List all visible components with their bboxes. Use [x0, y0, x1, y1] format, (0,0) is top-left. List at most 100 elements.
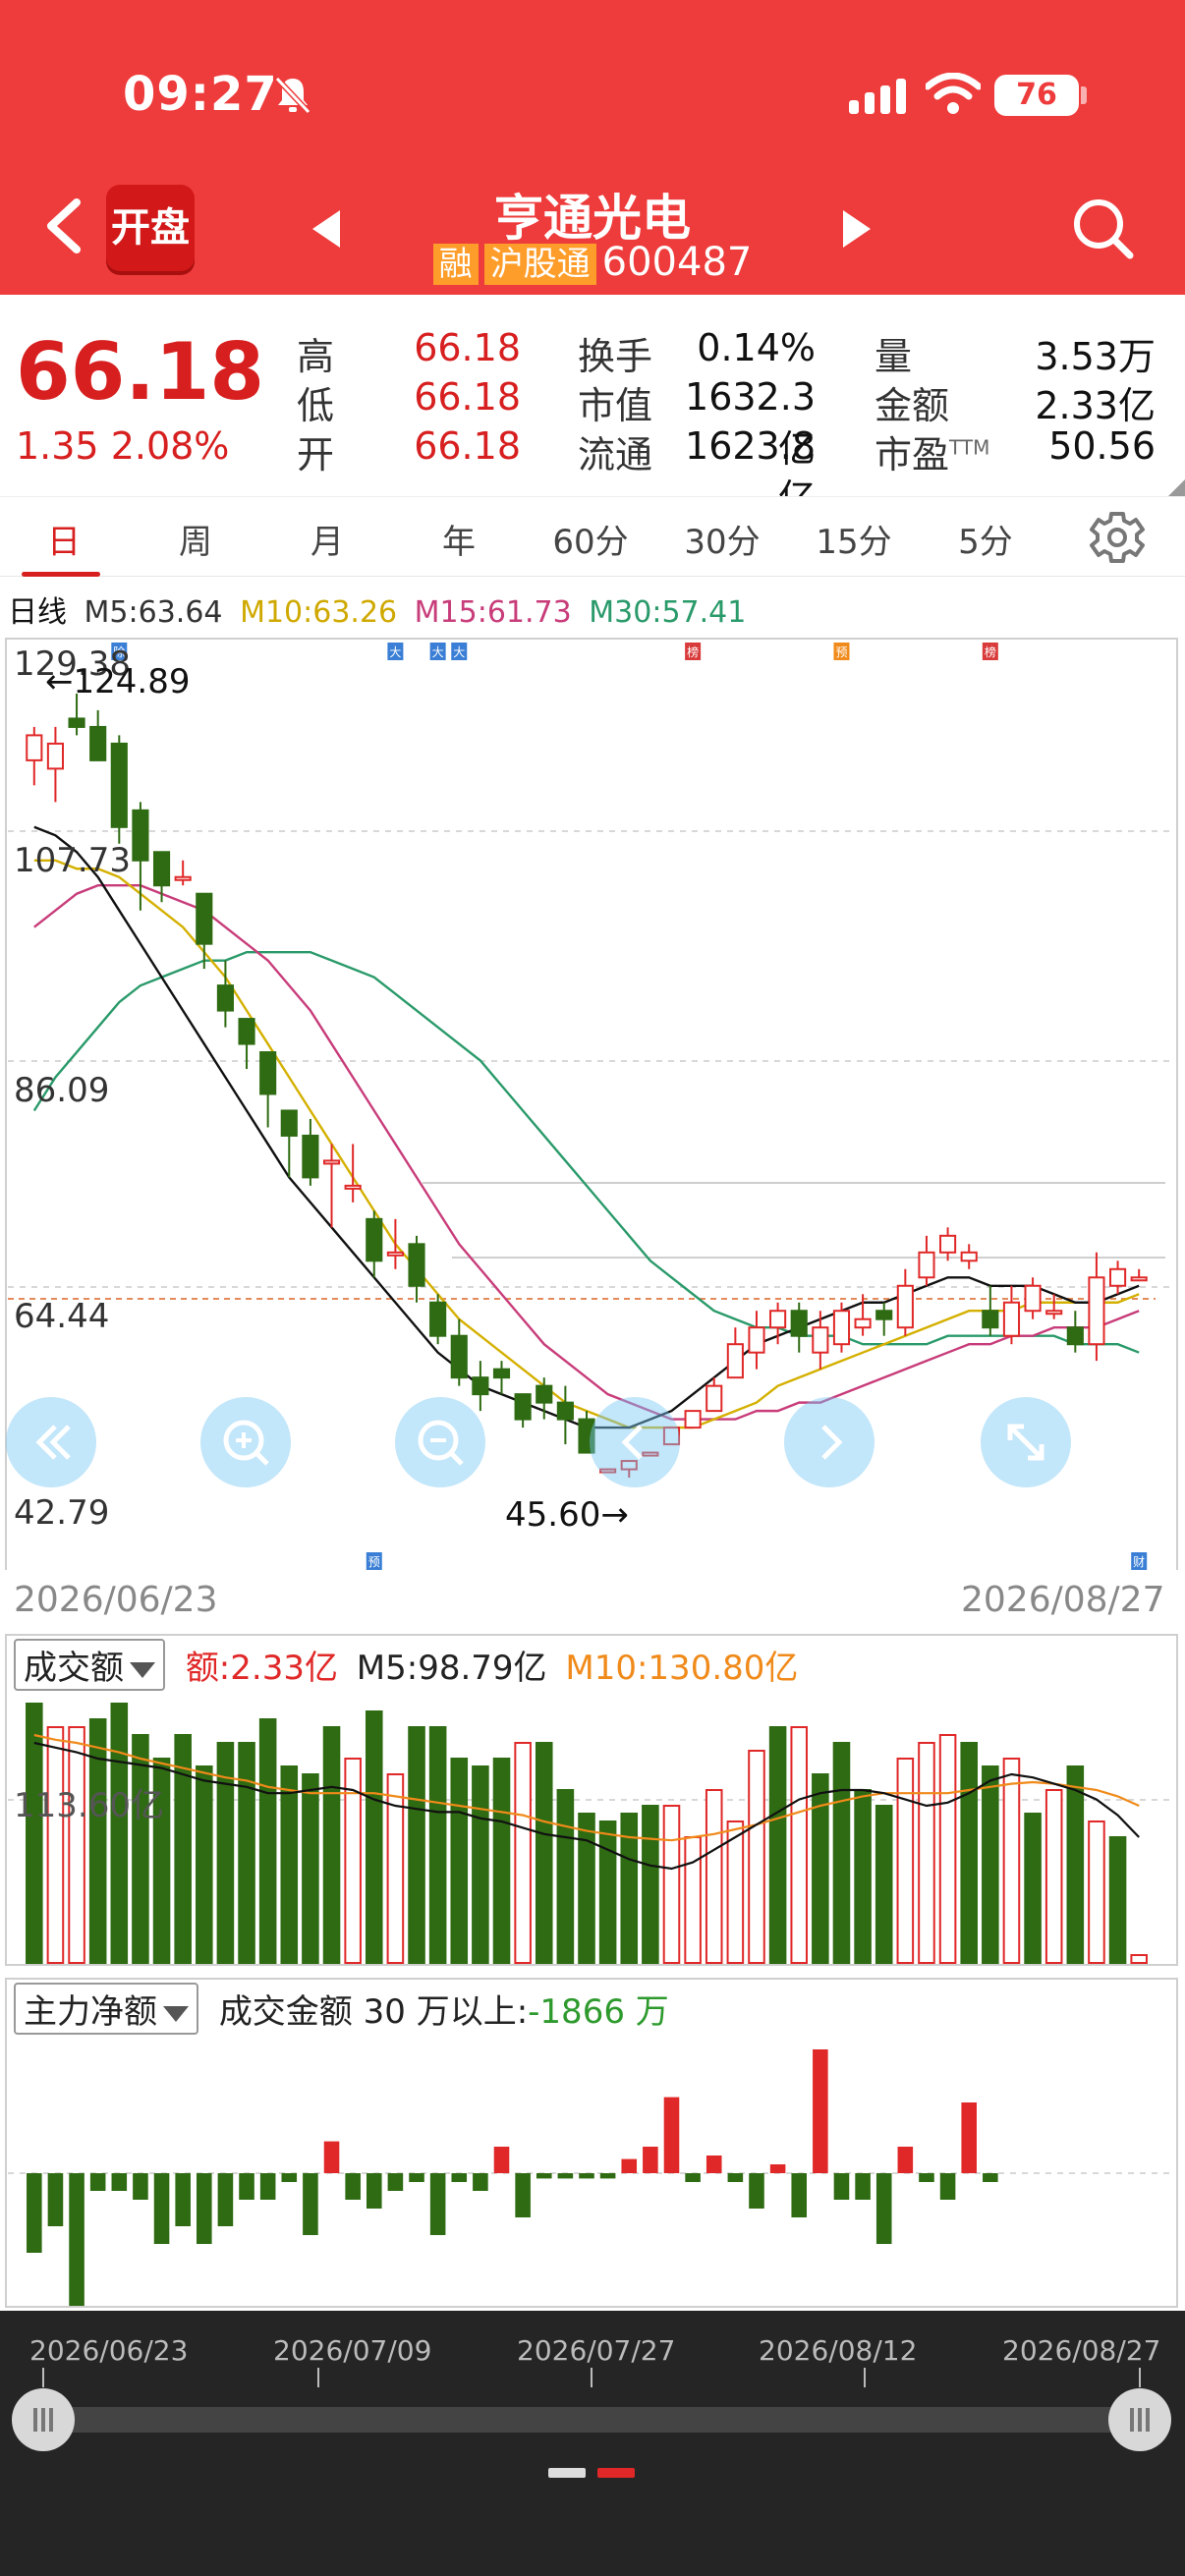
- volume-bar: [982, 1765, 999, 1964]
- nav-date-5: 2026/08/27: [1002, 2334, 1161, 2367]
- candle-body: [89, 725, 107, 761]
- volume-indicator-dropdown[interactable]: 成交额: [14, 1639, 165, 1691]
- back-arrow-icon[interactable]: [39, 196, 88, 255]
- range-end-handle[interactable]: [1108, 2388, 1171, 2451]
- volume-bar: [620, 1813, 639, 1964]
- candle-body: [875, 1310, 893, 1320]
- netflow-bar: [175, 2173, 191, 2226]
- end-date-label: 2026/08/27: [961, 1580, 1165, 1620]
- volume-bar: [302, 1773, 319, 1964]
- candle-body: [1045, 1310, 1063, 1316]
- volume-bar: [514, 1742, 532, 1964]
- volume-and-netflow-chart[interactable]: [0, 1631, 1185, 2309]
- previous-stock-icon[interactable]: [307, 206, 346, 252]
- search-icon[interactable]: [1071, 196, 1134, 259]
- netflow-indicator-dropdown[interactable]: 主力净额: [14, 1983, 198, 2035]
- volume-value: 3.53万: [1035, 335, 1156, 378]
- volume-bar: [386, 1773, 405, 1964]
- candle-body: [429, 1301, 447, 1337]
- event-marker-box: [387, 643, 404, 660]
- volume-axis-label: 113.60亿: [14, 1786, 164, 1825]
- ma10-line: [33, 859, 1140, 1429]
- netflow-bar: [536, 2173, 552, 2179]
- volume-bar: [854, 1789, 872, 1964]
- candle-body: [854, 1317, 872, 1329]
- netflow-bar: [473, 2173, 488, 2191]
- tab-3[interactable]: 年: [442, 523, 476, 562]
- tab-5[interactable]: 30分: [684, 523, 761, 562]
- step-right-button[interactable]: [784, 1397, 875, 1487]
- fullscreen-button[interactable]: [981, 1397, 1071, 1487]
- event-marker-box: [685, 643, 702, 660]
- volume-bar: [960, 1742, 978, 1964]
- candle-body: [620, 1460, 638, 1471]
- volume-bar: [1088, 1820, 1105, 1964]
- navigator-track[interactable]: [43, 2407, 1144, 2433]
- candle-body: [68, 717, 85, 728]
- netflow-bar: [111, 2173, 128, 2191]
- event-marker-text: 预: [835, 645, 847, 659]
- event-marker: 大: [429, 643, 446, 660]
- nav-date-3: 2026/07/27: [517, 2334, 676, 2367]
- netflow-bar: [409, 2173, 424, 2182]
- event-marker: 榜: [982, 643, 998, 660]
- event-marker: 预: [833, 643, 850, 660]
- netflow-bar: [579, 2173, 594, 2179]
- candle-body: [302, 1134, 319, 1179]
- tab-2[interactable]: 月: [310, 523, 344, 562]
- open-trade-button[interactable]: 开盘: [106, 185, 195, 271]
- candle-body: [918, 1251, 935, 1279]
- volume-bar: [598, 1820, 617, 1964]
- netflow-bar: [197, 2173, 212, 2244]
- current-price: 66.18: [16, 326, 265, 418]
- range-start-handle[interactable]: [12, 2388, 75, 2451]
- settings-gear-icon[interactable]: [1089, 509, 1146, 566]
- candle-body: [514, 1393, 532, 1421]
- zoom-in-button[interactable]: [200, 1397, 291, 1487]
- time-navigator: [0, 2311, 1185, 2576]
- candle-body: [110, 742, 128, 828]
- pe-value: 50.56: [1048, 424, 1156, 468]
- candle-body: [578, 1418, 595, 1454]
- netflow-bar: [133, 2173, 148, 2200]
- candle-body: [599, 1468, 617, 1474]
- event-marker-text: 榜: [687, 644, 699, 659]
- volume-bar: [812, 1773, 829, 1964]
- volume-bar: [26, 1703, 43, 1964]
- quote-expand-corner[interactable]: [1163, 479, 1185, 501]
- next-stock-icon[interactable]: [837, 206, 876, 252]
- volume-bar: [938, 1734, 957, 1964]
- kline-chart[interactable]: 除大大大榜预榜预财: [0, 637, 1185, 1570]
- tab-1[interactable]: 周: [179, 523, 212, 562]
- volume-bar: [662, 1805, 681, 1964]
- ma15-legend: M15:61.73: [414, 595, 572, 630]
- netflow-bar: [387, 2173, 404, 2191]
- event-marker-text: 除: [113, 644, 125, 659]
- tab-0[interactable]: 日: [47, 523, 81, 562]
- volume-bar: [1108, 1836, 1127, 1964]
- step-left-button[interactable]: [590, 1397, 680, 1487]
- scroll-left-button[interactable]: [6, 1397, 96, 1487]
- tab-4[interactable]: 60分: [552, 523, 629, 562]
- low-value: 66.18: [414, 375, 521, 419]
- event-marker-box: [111, 643, 128, 660]
- chart-frame: [5, 638, 1178, 1570]
- tab-7[interactable]: 5分: [958, 523, 1013, 562]
- pe-label: 市盈TTM: [875, 433, 990, 476]
- volume-bar: [238, 1742, 255, 1964]
- netflow-bar: [663, 2097, 680, 2173]
- volume-bar: [344, 1758, 362, 1964]
- candle-body: [790, 1310, 808, 1337]
- candle-body: [1002, 1301, 1021, 1337]
- nav-date-2: 2026/07/09: [273, 2334, 432, 2367]
- event-marker-text: 大: [389, 645, 401, 659]
- tab-6[interactable]: 15分: [816, 523, 892, 562]
- volume-bar: [132, 1734, 149, 1964]
- zoom-out-button[interactable]: [395, 1397, 485, 1487]
- turnover-label: 换手: [578, 335, 653, 378]
- netflow-value: -1866 万: [528, 1992, 669, 2032]
- event-marker: 大: [451, 643, 468, 660]
- quote-panel: 66.18 1.35 2.08% 高 66.18 低 66.18 开 66.18…: [0, 295, 1185, 520]
- netflow-bar: [345, 2173, 361, 2200]
